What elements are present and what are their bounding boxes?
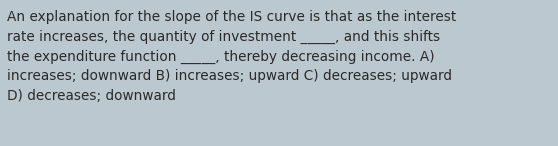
Text: An explanation for the slope of the IS curve is that as the interest
rate increa: An explanation for the slope of the IS c… bbox=[7, 10, 456, 102]
